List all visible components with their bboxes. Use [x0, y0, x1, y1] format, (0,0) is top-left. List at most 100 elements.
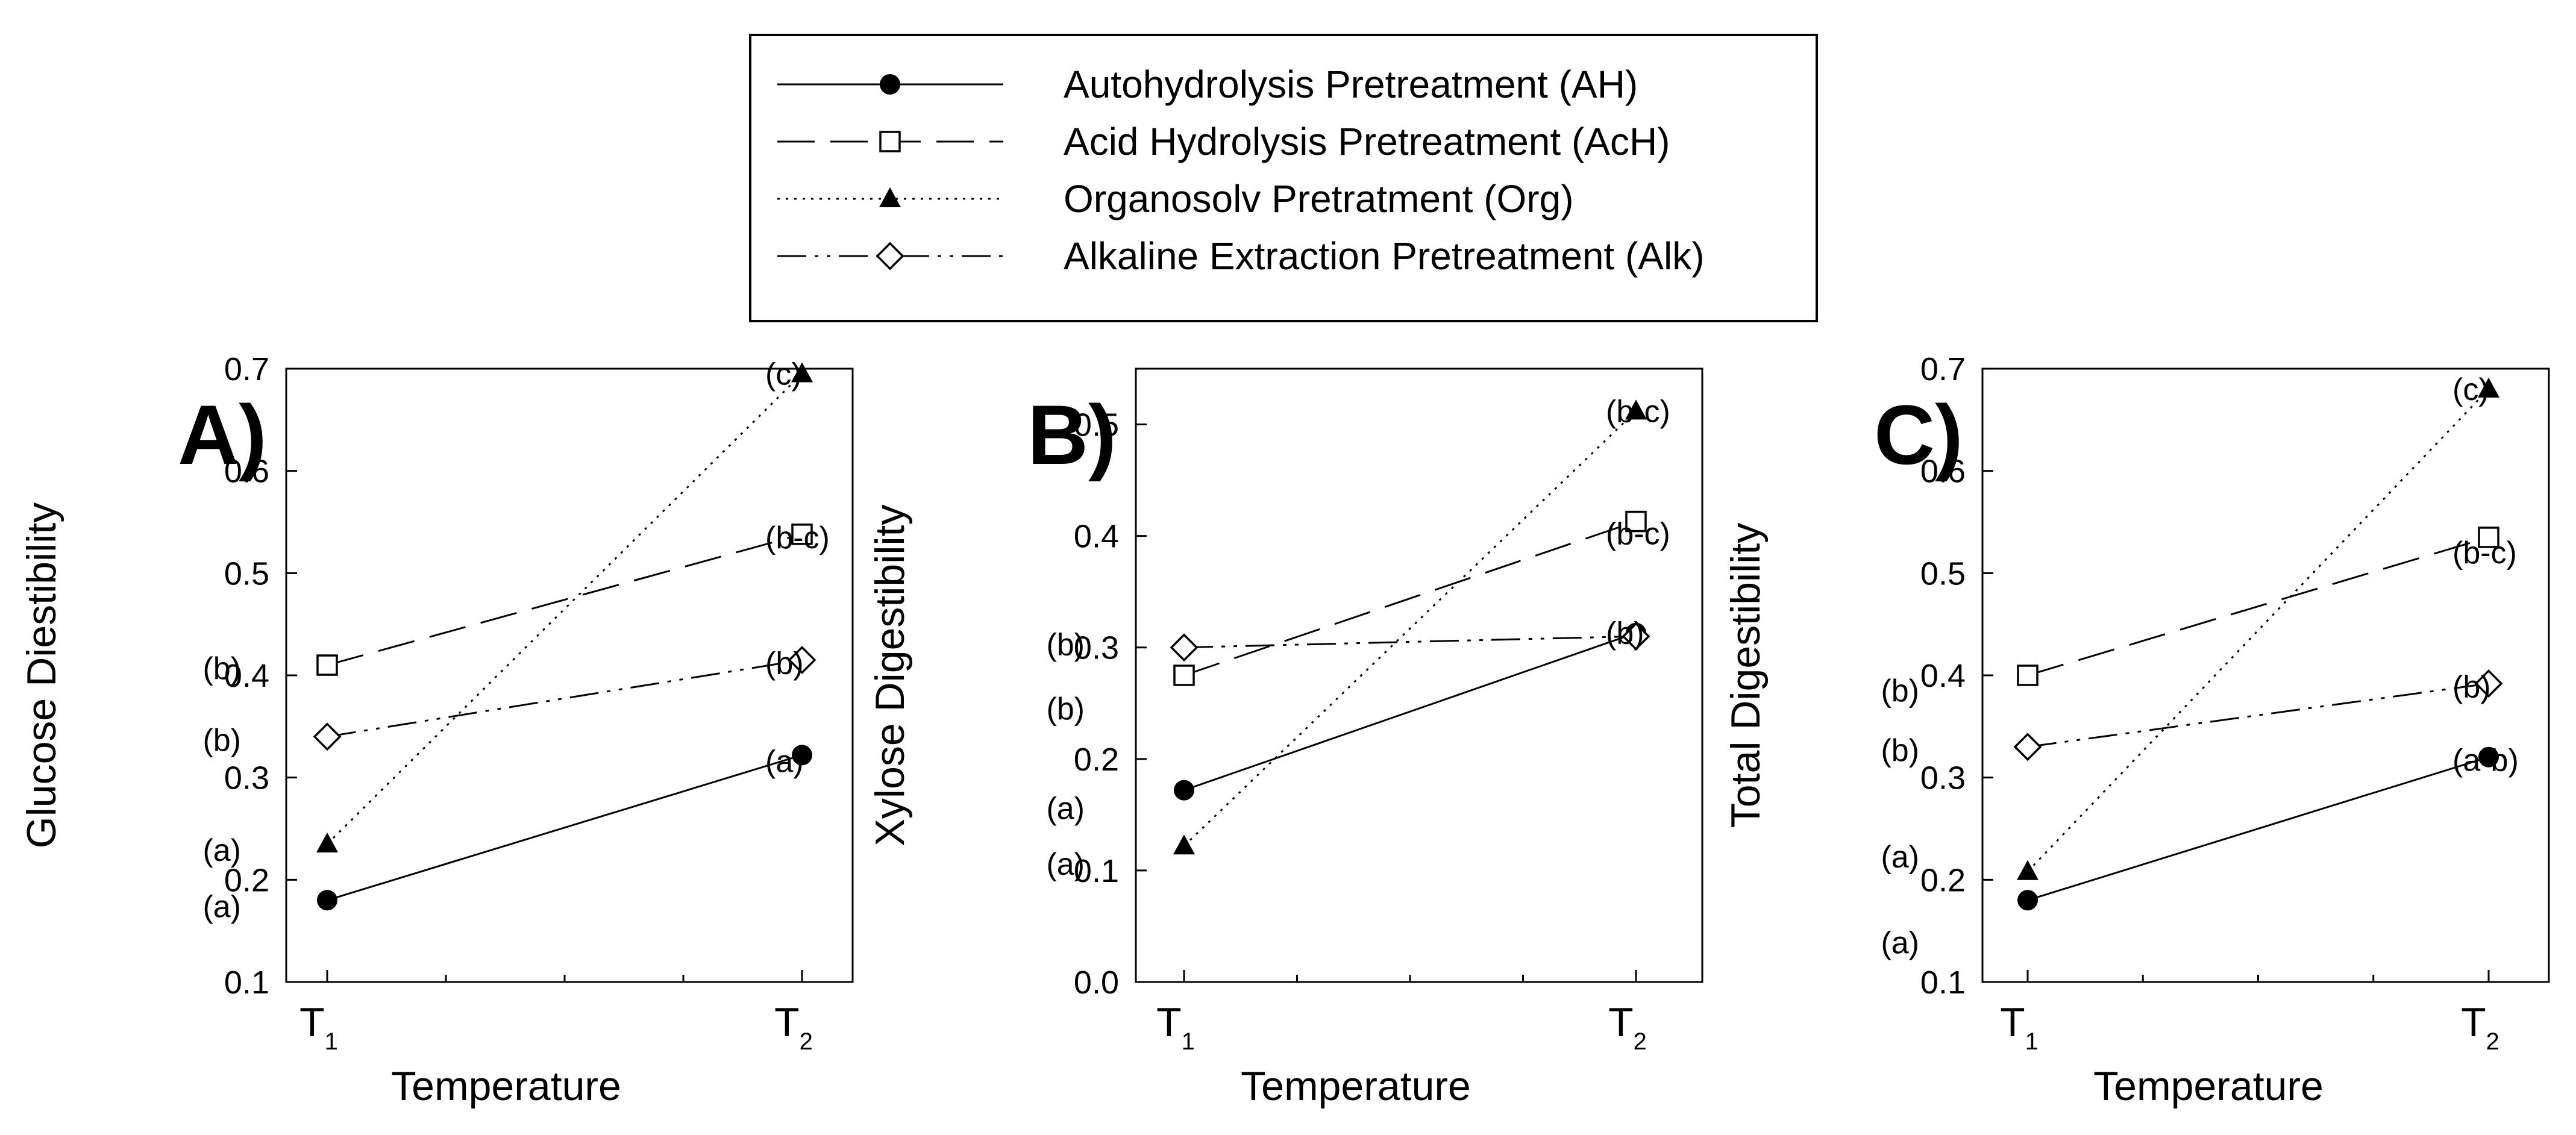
data-point-ah	[2017, 890, 2038, 911]
series-line-alk	[327, 659, 803, 738]
data-point-org	[791, 362, 813, 383]
y-axis-title: Glucose Diestibility	[19, 502, 64, 848]
significance-label: (b)	[1881, 733, 1919, 768]
legend-entry-ah: Autohydrolysis Pretreatment (AH)	[777, 63, 1638, 106]
y-tick-label: 0.1	[1074, 853, 1119, 889]
legend-entry-ach: Acid Hydrolysis Pretreatment (AcH)	[777, 120, 1670, 163]
series-line-org	[326, 373, 803, 845]
filled-triangle-icon	[879, 187, 901, 207]
y-tick-label: 0.4	[1920, 658, 1966, 694]
data-point-org	[316, 832, 338, 852]
data-point-alk	[313, 722, 342, 751]
significance-label: (a)	[1881, 925, 1919, 960]
panel-label: B)	[1027, 387, 1117, 482]
panel-a-glucose: A) Glucose Diestibility Temperature 0.1 0…	[19, 351, 854, 1109]
legend-label: Acid Hydrolysis Pretreatment (AcH)	[1064, 120, 1670, 163]
significance-label: (b)	[202, 723, 241, 758]
significance-label: (b)	[1606, 616, 1644, 651]
series-line-org	[1183, 410, 1637, 847]
open-diamond-icon	[876, 242, 904, 270]
data-point-alk	[2013, 733, 2042, 761]
data-point-ach	[2478, 527, 2499, 548]
data-point-ach	[791, 524, 813, 545]
significance-label: (a)	[202, 833, 241, 868]
significance-label: (b-c)	[765, 521, 830, 555]
significance-label: (b)	[1046, 628, 1085, 663]
data-point-ach	[1625, 510, 1647, 533]
y-axis-title: Total Digestibility	[1723, 523, 1769, 828]
data-point-alk	[1622, 622, 1650, 651]
x-axis-title: Temperature	[1241, 1063, 1471, 1109]
series-line-alk	[2027, 683, 2489, 748]
x-tick-label: T2	[2461, 999, 2499, 1055]
data-point-alk	[788, 646, 816, 675]
series-line-alk	[1183, 635, 1637, 649]
data-point-ah	[2478, 746, 2499, 768]
legend-label: Organosolv Pretratment (Org)	[1064, 177, 1574, 220]
filled-circle-icon	[880, 74, 900, 95]
significance-label: (a)	[1046, 792, 1085, 827]
significance-label: (c)	[765, 357, 802, 392]
significance-label: (b)	[2452, 670, 2491, 705]
y-tick-label: 0.1	[1920, 965, 1966, 1001]
data-point-org	[1173, 834, 1195, 855]
y-tick-label: 0.5	[1074, 407, 1119, 443]
legend-entry-org: Organosolv Pretratment (Org)	[777, 177, 1574, 220]
x-axis-title: Temperature	[391, 1063, 621, 1109]
plot-frame	[1135, 367, 1703, 983]
significance-label: (b-c)	[1606, 517, 1670, 552]
y-tick-label: 0.2	[1074, 742, 1119, 778]
significance-label: (a)	[765, 744, 804, 779]
open-square-icon	[879, 131, 901, 152]
x-tick-label: T2	[774, 999, 813, 1055]
significance-label: (b)	[765, 646, 804, 681]
significance-label: (b-c)	[1606, 394, 1670, 429]
significance-label: (a)	[202, 889, 241, 924]
significance-label: (a)	[1881, 840, 1919, 875]
y-tick-label: 0.0	[1074, 965, 1119, 1001]
x-tick-label: T2	[1608, 999, 1647, 1055]
panel-label: A)	[178, 387, 267, 482]
data-point-ach	[2017, 664, 2039, 686]
y-tick-label: 0.7	[1920, 351, 1966, 387]
legend-frame	[749, 34, 1818, 322]
series-line-ah	[327, 754, 803, 901]
significance-label: (b)	[1881, 674, 1919, 708]
y-tick-label: 0.3	[1074, 630, 1119, 666]
series-line-ach	[2027, 536, 2489, 677]
y-tick-label: 0.2	[1920, 862, 1966, 898]
y-tick-label: 0.1	[224, 965, 269, 1001]
legend-label: Alkaline Extraction Pretreatment (Alk)	[1064, 234, 1705, 278]
y-tick-label: 0.2	[224, 862, 269, 898]
y-tick-label: 0.7	[224, 351, 269, 387]
data-point-ah	[792, 745, 812, 766]
panel-b-xylose: B) Xylose Digestibility Temperature 0.0 0…	[867, 367, 1703, 1109]
data-point-org	[2478, 377, 2499, 398]
significance-label: (b-c)	[2452, 536, 2517, 571]
y-tick-label: 0.6	[224, 454, 269, 490]
y-tick-label: 0.3	[1920, 760, 1966, 796]
significance-label: (b)	[1046, 692, 1085, 727]
series-line-ah	[2027, 756, 2489, 901]
data-point-ah	[1174, 780, 1194, 801]
y-tick-label: 0.5	[1920, 555, 1966, 592]
data-point-alk	[2474, 669, 2503, 698]
y-tick-label: 0.5	[224, 555, 269, 592]
x-axis-title: Temperature	[2093, 1063, 2324, 1109]
data-point-ah	[317, 890, 337, 911]
legend: Autohydrolysis Pretreatment (AH) Acid Hyd…	[749, 34, 1818, 322]
legend-entry-alk: Alkaline Extraction Pretreatment (Alk)	[777, 234, 1705, 278]
series-line-ah	[1183, 632, 1637, 792]
y-tick-label: 0.4	[224, 658, 269, 694]
x-tick-label: T1	[299, 999, 338, 1055]
significance-label: (b)	[202, 651, 241, 686]
x-tick-label: T1	[2000, 999, 2039, 1055]
data-point-ach	[1173, 664, 1195, 686]
data-point-org	[2017, 860, 2039, 880]
series-line-ach	[327, 533, 803, 666]
series-line-ach	[1183, 521, 1637, 677]
y-axis-title: Xylose Digestibility	[867, 505, 913, 846]
data-point-ach	[316, 654, 338, 676]
data-point-org	[1625, 399, 1647, 420]
